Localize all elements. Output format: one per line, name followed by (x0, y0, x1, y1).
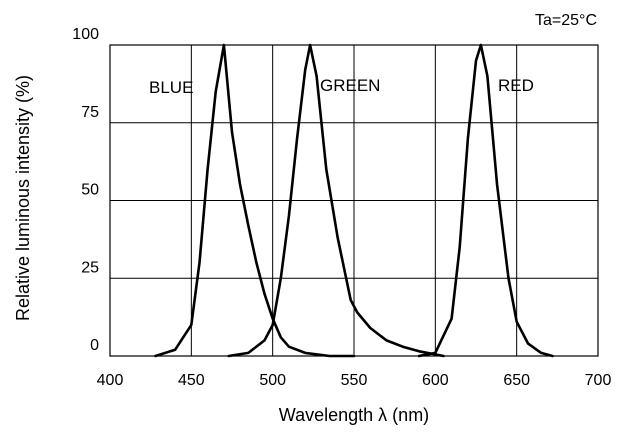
x-tick-label: 600 (422, 372, 449, 389)
x-tick-label: 450 (178, 372, 205, 389)
series-label-red: RED (498, 76, 534, 95)
series-label-blue: BLUE (149, 78, 193, 97)
x-tick-label: 400 (97, 372, 124, 389)
series-labels: BLUE GREEN RED (149, 76, 534, 97)
temperature-annotation: Ta=25°C (535, 12, 597, 29)
y-tick-label: 0 (90, 337, 99, 354)
series-line-green (227, 43, 445, 358)
x-tick-label: 650 (503, 372, 530, 389)
y-tick-label: 50 (81, 182, 99, 199)
x-tick-label: 550 (341, 372, 368, 389)
x-tick-label: 500 (259, 372, 286, 389)
x-axis-title: Wavelength λ (nm) (279, 405, 429, 425)
series-line-red (417, 43, 554, 358)
series-group (154, 43, 554, 358)
grid (110, 45, 598, 356)
series-line-blue (154, 43, 356, 358)
y-tick-label: 75 (81, 104, 99, 121)
y-tick-label: 25 (81, 259, 99, 276)
y-tick-label: 100 (72, 26, 99, 43)
tick-labels: 400 450 500 550 600 650 700 0 25 50 75 100 (72, 26, 611, 389)
y-axis-title: Relative luminous intensity (%) (13, 75, 33, 321)
series-label-green: GREEN (320, 76, 380, 95)
x-tick-label: 700 (585, 372, 612, 389)
